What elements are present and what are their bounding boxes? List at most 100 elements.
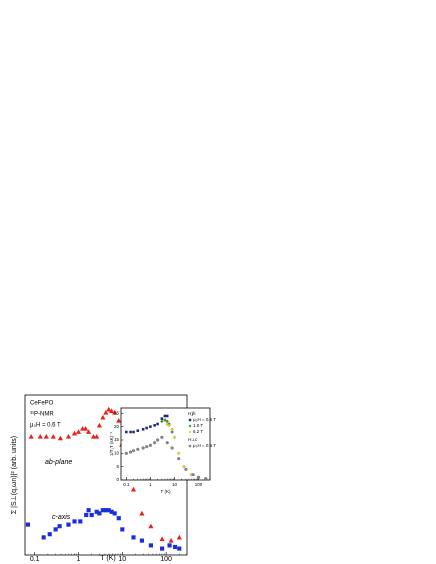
marker [106, 508, 111, 513]
marker [47, 532, 52, 537]
x-tick-label: 0.1 [30, 556, 40, 563]
marker [153, 424, 156, 427]
marker [165, 441, 169, 445]
marker [132, 449, 136, 453]
marker [131, 535, 136, 540]
marker [188, 424, 192, 428]
marker [94, 509, 99, 514]
y-axis-label: 1/T₁T (sK)⁻¹ [109, 431, 114, 456]
x-tick-label: 1 [77, 556, 81, 563]
y-tick-label: 20 [114, 424, 120, 429]
marker [65, 434, 72, 439]
marker [176, 451, 181, 456]
marker [177, 546, 182, 551]
marker [25, 522, 31, 527]
marker [75, 429, 82, 434]
marker [141, 446, 145, 450]
y-tick-label: 5 [116, 464, 119, 469]
marker [191, 473, 195, 477]
marker [106, 406, 112, 412]
marker [156, 422, 159, 426]
marker [170, 430, 174, 434]
marker [86, 429, 92, 434]
x-axis-label: T (K) [161, 489, 171, 494]
marker [112, 410, 118, 415]
marker [100, 414, 106, 420]
marker [103, 508, 108, 513]
y-tick-label: 15 [114, 437, 120, 442]
marker [172, 544, 178, 550]
marker [57, 524, 62, 529]
legend-label: 6.2 T [193, 429, 203, 434]
marker [53, 527, 58, 532]
annotation: CeFePO [30, 401, 54, 407]
x-tick-label: 100 [195, 482, 203, 487]
marker [160, 417, 164, 420]
marker [145, 426, 148, 430]
marker [176, 534, 182, 540]
marker [72, 519, 77, 524]
marker [50, 434, 56, 439]
marker [66, 522, 71, 527]
marker [170, 427, 174, 432]
x-tick-label: 100 [160, 556, 172, 563]
x-axis-label: T (K) [100, 555, 115, 562]
marker [149, 425, 152, 428]
marker [125, 430, 128, 434]
marker [71, 430, 78, 436]
marker [116, 418, 122, 423]
marker [112, 511, 117, 516]
marker [148, 543, 153, 548]
y-axis-label: Σ |S⊥(q,ωn)|² (arb. units) [11, 436, 18, 514]
marker [130, 486, 137, 492]
marker [196, 475, 201, 479]
marker [160, 419, 164, 424]
x-tick-label: 10 [172, 482, 178, 487]
marker [57, 435, 64, 441]
marker [109, 509, 114, 514]
marker [148, 523, 154, 529]
marker [163, 414, 167, 418]
marker [172, 435, 177, 440]
marker [156, 438, 160, 442]
marker [84, 512, 89, 518]
x-tick-label: 0.1 [123, 482, 130, 487]
marker [97, 511, 102, 516]
annotation: ab-plane [45, 459, 72, 466]
marker [204, 477, 208, 481]
marker [37, 434, 43, 439]
marker [168, 538, 174, 543]
annotation: ³¹P-NMR [30, 412, 54, 418]
legend-label: 1.0 T [193, 423, 203, 428]
marker [167, 423, 171, 428]
marker [188, 418, 192, 422]
marker [170, 446, 174, 450]
marker [139, 538, 144, 543]
marker [124, 451, 128, 455]
y-tick-label: 0 [116, 477, 119, 482]
marker [167, 543, 172, 548]
marker [139, 510, 145, 516]
marker [120, 527, 125, 532]
legend-header: H∥c [188, 411, 196, 416]
marker [129, 430, 132, 434]
marker [129, 450, 133, 454]
marker [160, 546, 165, 551]
x-tick-label: 1 [149, 482, 152, 487]
marker [160, 435, 164, 439]
marker [86, 508, 91, 513]
marker [182, 464, 186, 469]
marker [163, 418, 167, 422]
x-tick-label: 10 [118, 556, 126, 563]
marker [89, 512, 94, 518]
marker [103, 410, 109, 415]
marker [188, 444, 192, 448]
marker [109, 408, 115, 414]
annotation: μ₀H = 0.6 T [30, 423, 61, 429]
marker [41, 535, 46, 540]
legend-header: H⊥c [188, 437, 198, 442]
legend-label: μ₀H = 0.6 T [193, 443, 216, 448]
marker [94, 434, 100, 439]
marker [96, 422, 103, 428]
marker [116, 516, 121, 521]
